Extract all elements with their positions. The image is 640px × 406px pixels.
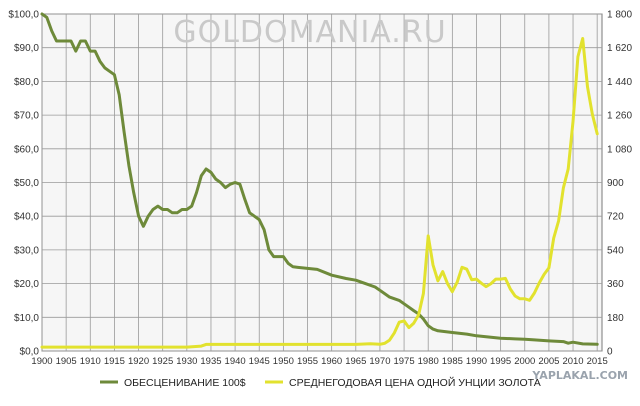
x-axis-tick-label: 1925 [152,356,173,367]
left-axis-tick-label: $100,0 [8,10,39,21]
right-axis-tick-label: 0 [607,347,613,358]
left-axis-tick-label: $40,0 [14,212,39,223]
left-axis-tick-label: $10,0 [14,313,39,324]
right-axis-tick-label: 1 080 [607,144,632,155]
x-axis-tick-label: 1980 [418,356,439,367]
x-axis-tick-label: 1970 [369,356,390,367]
x-axis-tick-label: 1930 [176,356,197,367]
right-axis-tick-label: 540 [607,245,624,256]
x-axis-tick-label: 2015 [587,356,608,367]
left-axis-tick-label: $70,0 [14,111,39,122]
x-axis-tick-label: 1965 [345,356,366,367]
x-axis-tick-label: 1960 [321,356,342,367]
left-axis-tick-label: $50,0 [14,178,39,189]
x-axis-tick-label: 1910 [80,356,101,367]
right-axis-tick-label: 1 440 [607,77,632,88]
left-axis-tick-label: $80,0 [14,77,39,88]
x-axis-tick-label: 1985 [442,356,463,367]
x-axis-tick-label: 2005 [538,356,559,367]
x-axis-tick-label: 1955 [297,356,318,367]
x-axis-tick-label: 1915 [104,356,125,367]
corner-watermark: YAPLAKAL.COM [531,369,628,382]
left-axis-tick-label: $30,0 [14,245,39,256]
right-axis-tick-label: 1 800 [607,10,632,21]
legend-label: СРЕДНЕГОДОВАЯ ЦЕНА ОДНОЙ УНЦИИ ЗОЛОТА [289,376,541,389]
x-axis-tick-label: 1995 [490,356,511,367]
right-axis-tick-label: 1 620 [607,43,632,54]
right-axis-tick-label: 1 260 [607,111,632,122]
x-axis-tick-label: 1945 [249,356,270,367]
right-axis-tick-label: 360 [607,279,624,290]
right-axis-tick-label: 180 [607,313,624,324]
left-axis-tick-label: $90,0 [14,43,39,54]
legend-label: ОБЕСЦЕНИВАНИЕ 100$ [124,377,246,389]
x-axis-tick-label: 1940 [225,356,246,367]
left-axis-tick-label: $20,0 [14,279,39,290]
x-axis-tick-label: 1990 [466,356,487,367]
x-axis-tick-label: 2010 [562,356,583,367]
x-axis-tick-label: 1975 [393,356,414,367]
x-axis-tick-label: 1900 [31,356,52,367]
x-axis-tick-label: 2000 [514,356,535,367]
right-axis-tick-label: 720 [607,212,624,223]
x-axis-tick-label: 1935 [200,356,221,367]
x-axis-tick-label: 1950 [273,356,294,367]
watermark-text: GOLDOMANIA.RU [173,15,446,50]
x-axis-tick-label: 1905 [56,356,77,367]
x-axis-tick-label: 1920 [128,356,149,367]
left-axis-tick-label: $60,0 [14,144,39,155]
right-axis-tick-label: 900 [607,178,624,189]
legend: ОБЕСЦЕНИВАНИЕ 100$ СРЕДНЕГОДОВАЯ ЦЕНА ОДН… [100,376,541,389]
